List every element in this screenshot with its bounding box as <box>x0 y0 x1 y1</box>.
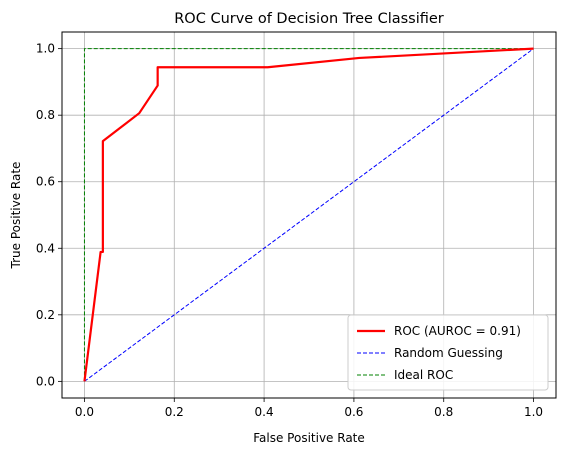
legend: ROC (AUROC = 0.91) Random Guessing Ideal R… <box>347 314 549 391</box>
plot-area-frame <box>61 31 557 399</box>
x-tick-label: 0.0 <box>75 405 94 419</box>
y-tick-label: 0.4 <box>36 241 55 255</box>
series-line-1 <box>84 48 534 382</box>
axis-ticks: 0.0 0.2 0.4 0.6 0.8 1.0 0.0 0.2 0.4 0.6 0.8 1.0 <box>36 42 543 419</box>
x-tick-label: 0.4 <box>255 405 274 419</box>
x-tick-label: 0.8 <box>434 405 453 419</box>
y-tick-label: 1.0 <box>36 42 55 56</box>
legend-frame <box>347 314 549 391</box>
x-tick-label: 1.0 <box>524 405 543 419</box>
y-axis-label: True Positive Rate <box>9 162 23 270</box>
y-tick-label: 0.2 <box>36 308 55 322</box>
chart-title: ROC Curve of Decision Tree Classifier <box>174 11 444 27</box>
legend-label-0: ROC (AUROC = 0.91) <box>394 324 521 338</box>
series-lines <box>83 47 534 382</box>
series-line-2 <box>83 48 534 382</box>
y-tick-label: 0.0 <box>36 374 55 388</box>
y-tick-label: 0.8 <box>36 108 55 122</box>
x-tick-label: 0.6 <box>344 405 363 419</box>
legend-label-2: Ideal ROC <box>394 368 453 382</box>
x-tick-label: 0.2 <box>165 405 184 419</box>
y-tick-label: 0.6 <box>36 175 55 189</box>
series-line-0 <box>83 47 534 382</box>
legend-label-1: Random Guessing <box>394 346 503 360</box>
x-axis-label: False Positive Rate <box>253 431 365 445</box>
